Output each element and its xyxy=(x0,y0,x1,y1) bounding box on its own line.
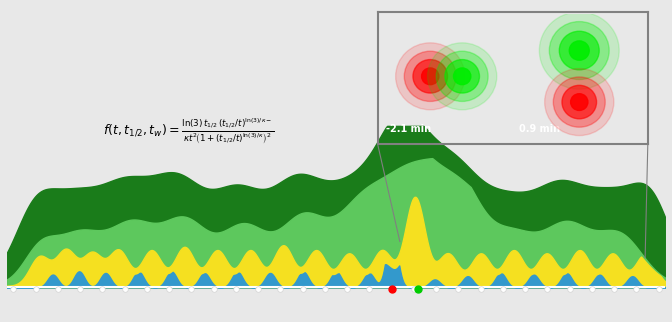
Text: -2.1 min: -2.1 min xyxy=(386,124,431,134)
Circle shape xyxy=(413,60,448,93)
Circle shape xyxy=(396,43,465,110)
Circle shape xyxy=(540,12,619,89)
Circle shape xyxy=(549,22,610,80)
Circle shape xyxy=(569,41,589,60)
Circle shape xyxy=(545,69,614,136)
Circle shape xyxy=(421,68,439,85)
Circle shape xyxy=(436,51,488,101)
Text: 0.9 min: 0.9 min xyxy=(519,124,560,134)
Circle shape xyxy=(405,51,456,101)
Circle shape xyxy=(454,68,471,85)
Circle shape xyxy=(553,77,605,127)
Circle shape xyxy=(559,31,599,70)
Circle shape xyxy=(445,60,479,93)
Text: $f(t,t_{1/2},t_w) = \frac{\ln(3)\,t_{1/2}\,(t_{1/2}/t)^{\ln(3)/\kappa-}}{\kappa : $f(t,t_{1/2},t_w) = \frac{\ln(3)\,t_{1/2… xyxy=(103,116,275,146)
Circle shape xyxy=(562,85,597,119)
Circle shape xyxy=(571,94,588,110)
Circle shape xyxy=(427,43,497,110)
